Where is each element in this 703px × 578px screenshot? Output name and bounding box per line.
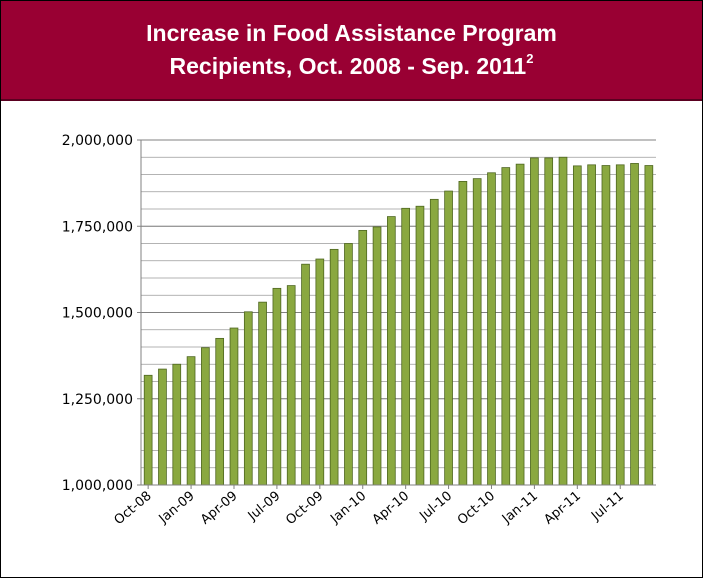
bar [358,229,368,486]
y-tick-label: 1,500,000 [62,306,133,322]
bar [158,368,167,486]
x-tick-label: Jan-11 [499,489,541,528]
bar [472,178,482,486]
chart-title-banner: Increase in Food Assistance Program Reci… [1,1,702,101]
bar [143,374,153,486]
bar [387,216,396,486]
x-tick-label: Jan-09 [156,489,198,528]
y-tick-label: 1,250,000 [62,392,133,408]
x-tick-label: Jul-11 [588,489,627,525]
x-tick-label: Jan-10 [327,489,369,528]
bar [344,243,353,486]
x-tick-label: Oct-09 [283,489,326,529]
bar [272,287,282,486]
footnote-marker: 2 [526,51,534,67]
bar [601,165,611,486]
bar [630,163,639,486]
y-tick-label: 1,750,000 [62,219,133,235]
bar [286,285,296,486]
bar [215,337,225,486]
bar [458,181,468,486]
bar [401,207,410,486]
x-tick-label: Jul-10 [416,489,455,525]
x-tick-label: Apr-11 [541,489,584,528]
bar [558,156,568,486]
y-tick-label: 1,000,000 [62,478,133,494]
y-tick-label: 2,000,000 [62,133,133,149]
bar [501,167,511,486]
chart-title-line-2-text: Recipients, Oct. 2008 - Sep. 2011 [169,53,527,79]
bar [615,164,625,486]
bar-chart: 1,000,000 1,250,000 1,500,000 1,750,000 2,00… [62,133,656,528]
bar [530,157,539,486]
bar [587,164,596,486]
bars [143,156,654,486]
bar [515,163,525,486]
bar [172,363,182,486]
bar [572,165,582,486]
bar [229,327,239,486]
bar [243,311,253,486]
bar [315,258,325,486]
bar [415,205,425,486]
chart-title-line-1: Increase in Food Assistance Program [146,20,557,46]
bar [644,165,654,486]
bar [429,198,439,486]
chart-title-line-2: Recipients, Oct. 2008 - Sep. 20112 [1,49,702,83]
axes [140,140,656,486]
bar [201,347,210,486]
x-axis-tick-labels: Oct-08 Jan-09 Apr-09 Jul-09 Oct-09 Jan-10 Apr-… [112,485,627,528]
x-tick-label: Oct-10 [455,489,498,529]
y-axis-tick-labels: 1,000,000 1,250,000 1,500,000 1,750,000 2,00… [62,133,133,494]
bar [329,248,339,486]
bar [372,226,382,486]
bar [186,356,196,486]
x-tick-label: Oct-08 [112,489,155,529]
x-tick-label: Jul-09 [245,489,284,525]
bar [487,172,496,486]
gridlines [137,139,656,486]
bar [444,190,453,486]
x-tick-label: Apr-10 [370,489,413,528]
bar [258,301,267,486]
x-tick-label: Apr-09 [198,489,241,528]
bar [544,157,554,486]
bar [301,263,310,486]
